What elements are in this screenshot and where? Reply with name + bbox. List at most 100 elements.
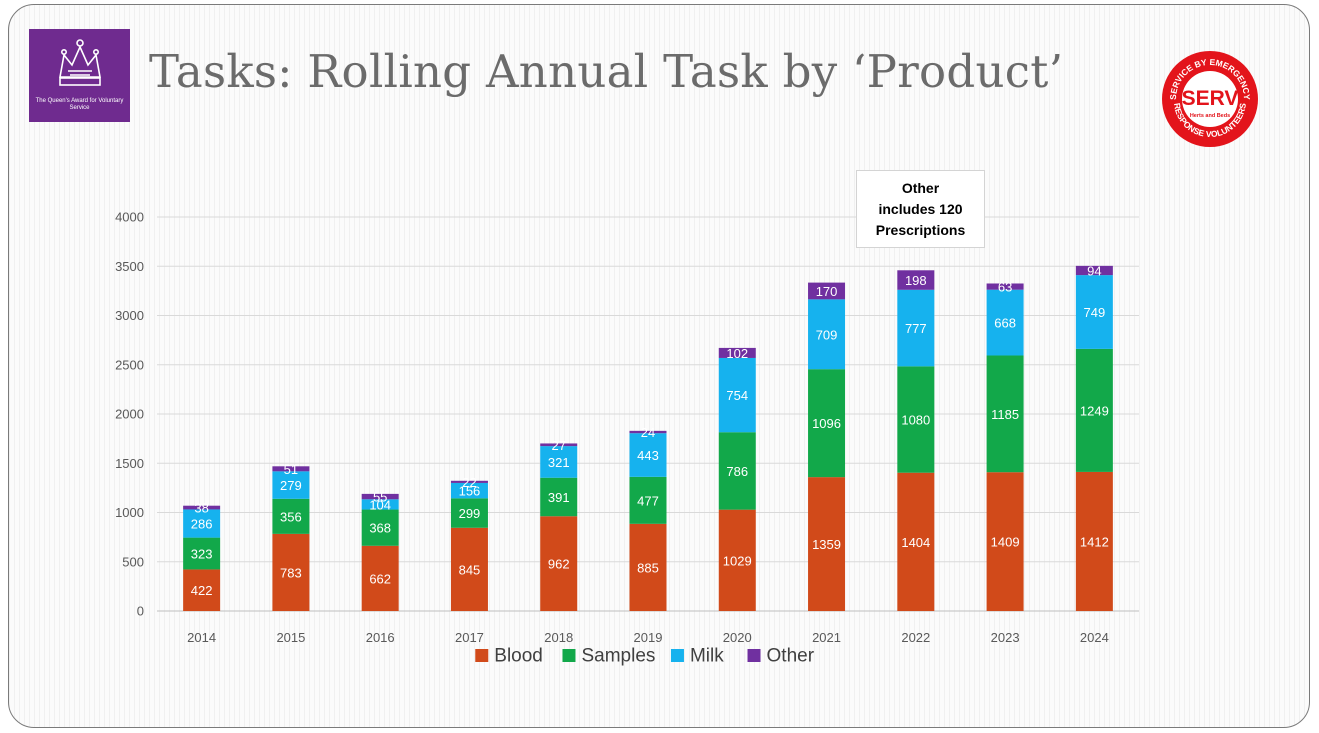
bar-blood — [272, 533, 310, 611]
bar-milk — [986, 289, 1024, 356]
data-label-other: 51 — [284, 462, 298, 477]
legend-label-other: Other — [767, 646, 815, 667]
bar-other — [897, 270, 935, 290]
bar-samples — [361, 509, 399, 546]
y-tick-label: 1000 — [115, 505, 144, 520]
bar-samples — [629, 476, 667, 524]
data-label-milk: 668 — [994, 316, 1016, 331]
bar-milk — [629, 433, 667, 477]
bar-blood — [897, 472, 935, 611]
x-tick-label: 2019 — [634, 630, 663, 645]
data-label-other: 170 — [816, 284, 838, 299]
data-label-samples: 1185 — [991, 407, 1019, 422]
data-label-other: 102 — [726, 346, 748, 361]
bar-milk — [897, 289, 935, 367]
y-tick-label: 0 — [137, 604, 144, 619]
data-label-other: 24 — [641, 425, 655, 440]
bar-blood — [629, 523, 667, 611]
y-tick-label: 1500 — [115, 456, 144, 471]
data-label-other: 198 — [905, 273, 927, 288]
x-tick-label: 2018 — [544, 630, 573, 645]
data-label-blood: 1359 — [812, 537, 841, 552]
bar-other — [450, 480, 488, 483]
bar-samples — [718, 432, 756, 510]
bar-milk — [1075, 275, 1113, 349]
legend-swatch-samples — [562, 649, 576, 662]
data-label-blood: 1404 — [901, 535, 930, 550]
data-label-milk: 754 — [726, 388, 748, 403]
x-tick-label: 2014 — [187, 630, 216, 645]
crown-icon — [58, 39, 101, 86]
x-tick-label: 2020 — [723, 630, 752, 645]
bar-milk — [272, 471, 310, 499]
slide: The Queen's Award for Voluntary Service … — [8, 4, 1310, 728]
data-label-milk: 286 — [191, 517, 213, 532]
legend-label-milk: Milk — [690, 646, 724, 667]
bar-blood — [183, 569, 221, 611]
y-tick-label: 2500 — [115, 357, 144, 372]
data-label-blood: 783 — [280, 565, 302, 580]
bar-other — [808, 282, 846, 300]
x-tick-label: 2023 — [991, 630, 1020, 645]
bar-other — [272, 466, 310, 472]
serv-logo-center-text: SERV — [1182, 87, 1239, 110]
bar-blood — [1075, 471, 1113, 611]
data-label-milk: 749 — [1084, 305, 1106, 320]
legend-swatch-other — [747, 649, 761, 662]
bar-blood — [540, 516, 578, 611]
data-label-samples: 368 — [369, 521, 391, 536]
bar-other — [540, 443, 578, 447]
bar-blood — [361, 545, 399, 611]
x-tick-label: 2015 — [276, 630, 305, 645]
data-label-other: 22 — [462, 475, 476, 490]
data-label-other: 55 — [373, 490, 387, 505]
bar-samples — [450, 498, 488, 528]
bar-blood — [718, 509, 756, 611]
bar-milk — [450, 482, 488, 499]
bar-other — [361, 493, 399, 500]
slide-title: Tasks: Rolling Annual Task by ‘Product’ — [149, 45, 1064, 98]
y-tick-label: 4000 — [115, 210, 144, 225]
data-label-blood: 962 — [548, 557, 570, 572]
data-label-samples: 356 — [280, 509, 302, 524]
bar-milk — [808, 299, 846, 370]
bar-other — [718, 347, 756, 358]
data-label-blood: 1409 — [991, 535, 1020, 550]
bar-other — [1075, 265, 1113, 276]
data-label-blood: 422 — [191, 583, 213, 598]
bar-samples — [986, 355, 1024, 473]
legend-swatch-blood — [475, 649, 489, 662]
bar-samples — [808, 369, 846, 478]
data-label-milk: 321 — [548, 455, 570, 470]
bar-milk — [540, 446, 578, 478]
data-label-blood: 662 — [369, 571, 391, 586]
data-label-samples: 1096 — [812, 416, 841, 431]
y-tick-label: 3500 — [115, 259, 144, 274]
data-label-other: 27 — [551, 438, 565, 453]
data-label-samples: 1249 — [1080, 403, 1109, 418]
x-tick-label: 2024 — [1080, 630, 1109, 645]
bar-other — [183, 505, 221, 510]
data-label-samples: 299 — [459, 506, 481, 521]
data-label-samples: 323 — [191, 547, 213, 562]
data-label-milk: 156 — [459, 484, 481, 499]
data-label-blood: 1412 — [1080, 534, 1109, 549]
bar-other — [629, 430, 667, 434]
bar-blood — [986, 472, 1024, 611]
legend-swatch-milk — [670, 649, 684, 662]
stacked-bar-chart: 0 500 1000 1500 2000 2500 3000 3500 4000 422 323 28… — [115, 210, 1139, 667]
data-label-blood: 1029 — [723, 553, 752, 568]
y-tick-label: 500 — [122, 554, 144, 569]
y-tick-label: 2000 — [115, 407, 144, 422]
data-label-milk: 279 — [280, 478, 302, 493]
x-tick-label: 2017 — [455, 630, 484, 645]
bar-samples — [183, 537, 221, 570]
data-label-samples: 477 — [637, 493, 659, 508]
data-label-samples: 1080 — [901, 413, 930, 428]
bar-blood — [450, 527, 488, 611]
bar-milk — [718, 357, 756, 433]
x-tick-label: 2021 — [812, 630, 841, 645]
data-label-blood: 885 — [637, 560, 659, 575]
data-label-other: 38 — [194, 501, 208, 516]
bar-other — [986, 283, 1024, 290]
